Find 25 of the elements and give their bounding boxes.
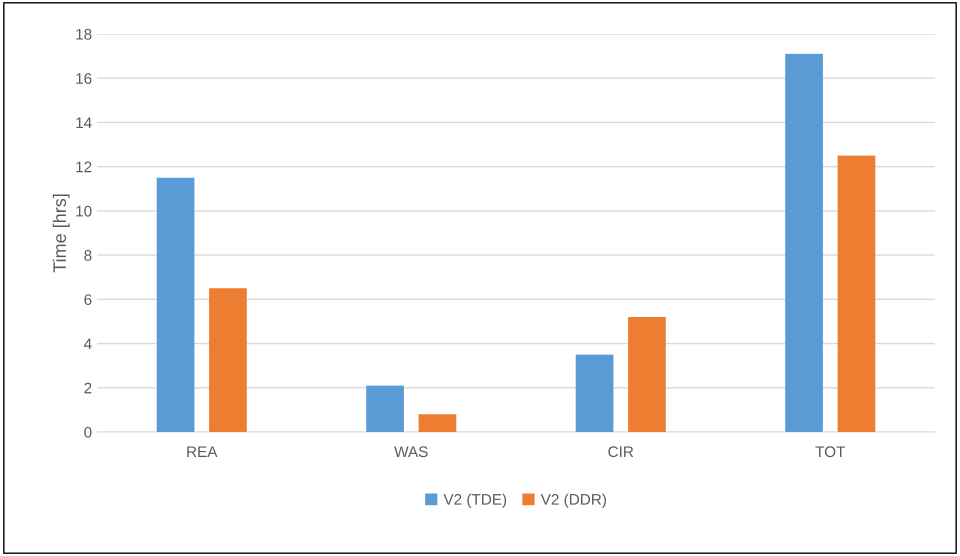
y-tick-label: 14 bbox=[76, 117, 92, 128]
legend-label: V2 (DDR) bbox=[540, 494, 606, 508]
x-tick-label: TOT bbox=[815, 446, 846, 458]
bar bbox=[838, 156, 876, 432]
bar bbox=[785, 54, 823, 432]
y-tick-label: 2 bbox=[84, 382, 92, 394]
bar bbox=[576, 354, 614, 432]
x-tick-label: CIR bbox=[608, 446, 634, 458]
y-tick-label: 8 bbox=[84, 250, 92, 261]
bar bbox=[366, 386, 404, 432]
x-tick-label: WAS bbox=[394, 446, 428, 458]
bar bbox=[209, 288, 247, 432]
y-tick-label: 0 bbox=[84, 426, 92, 438]
y-tick-label: 4 bbox=[84, 338, 92, 350]
y-axis-title: Time [hrs] bbox=[52, 194, 70, 272]
y-tick-label: 18 bbox=[76, 28, 92, 40]
y-tick-label: 16 bbox=[76, 73, 92, 84]
y-tick-label: 10 bbox=[76, 206, 92, 217]
bar bbox=[418, 414, 456, 432]
bar bbox=[156, 178, 194, 432]
y-tick-label: 6 bbox=[84, 294, 92, 306]
x-tick-label: REA bbox=[187, 446, 218, 457]
legend-label: V2 (TDE) bbox=[443, 494, 506, 508]
bar bbox=[628, 317, 666, 432]
y-tick-label: 12 bbox=[76, 162, 92, 172]
